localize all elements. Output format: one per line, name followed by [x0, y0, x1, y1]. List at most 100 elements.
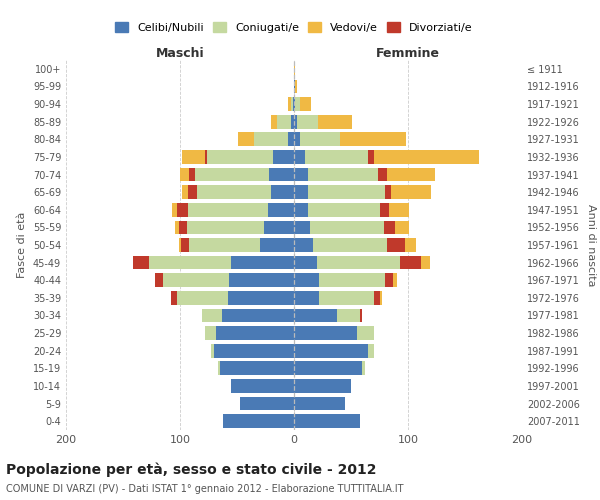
Bar	[313, 238, 388, 252]
Bar	[265, 220, 294, 234]
Bar	[310, 220, 384, 234]
Bar	[195, 168, 269, 181]
Bar	[188, 186, 197, 199]
Bar	[360, 308, 362, 322]
Bar	[260, 238, 294, 252]
Bar	[380, 291, 382, 304]
Bar	[294, 238, 313, 252]
Bar	[294, 150, 305, 164]
Bar	[171, 291, 176, 304]
Bar	[395, 220, 409, 234]
Bar	[220, 362, 294, 375]
Bar	[223, 414, 294, 428]
Bar	[294, 256, 317, 270]
Bar	[290, 97, 293, 111]
Bar	[308, 203, 380, 216]
Bar	[294, 203, 308, 216]
Bar	[294, 414, 360, 428]
Bar	[294, 379, 351, 393]
Bar	[205, 326, 217, 340]
Bar	[294, 220, 310, 234]
Bar	[222, 308, 294, 322]
Bar	[175, 220, 179, 234]
Bar	[218, 362, 220, 375]
Bar	[385, 186, 391, 199]
Bar	[241, 396, 294, 410]
Bar	[180, 168, 189, 181]
Y-axis label: Anni di nascita: Anni di nascita	[586, 204, 596, 286]
Bar	[294, 308, 337, 322]
Bar	[294, 115, 298, 128]
Bar	[229, 274, 294, 287]
Bar	[421, 256, 430, 270]
Bar	[379, 168, 388, 181]
Bar	[163, 274, 229, 287]
Bar	[294, 291, 319, 304]
Bar	[294, 80, 295, 94]
Bar	[189, 238, 260, 252]
Bar	[133, 256, 149, 270]
Bar	[368, 150, 374, 164]
Bar	[400, 256, 421, 270]
Bar	[384, 220, 395, 234]
Bar	[300, 97, 311, 111]
Bar	[268, 203, 294, 216]
Bar	[271, 115, 277, 128]
Bar	[294, 344, 368, 358]
Legend: Celibi/Nubili, Coniugati/e, Vedovi/e, Divorziati/e: Celibi/Nubili, Coniugati/e, Vedovi/e, Di…	[111, 18, 477, 37]
Bar	[380, 203, 389, 216]
Bar	[308, 186, 385, 199]
Bar	[294, 362, 362, 375]
Bar	[319, 274, 385, 287]
Bar	[294, 274, 319, 287]
Bar	[182, 150, 205, 164]
Bar	[188, 203, 268, 216]
Bar	[155, 274, 163, 287]
Bar	[211, 344, 214, 358]
Bar	[404, 238, 416, 252]
Bar	[300, 132, 340, 146]
Bar	[254, 132, 289, 146]
Bar	[385, 274, 393, 287]
Bar	[289, 132, 294, 146]
Bar	[319, 291, 374, 304]
Bar	[337, 308, 360, 322]
Bar	[374, 291, 380, 304]
Bar	[294, 97, 295, 111]
Bar	[294, 326, 356, 340]
Bar	[356, 326, 374, 340]
Bar	[202, 308, 222, 322]
Bar	[393, 274, 397, 287]
Bar	[290, 115, 294, 128]
Bar	[294, 396, 346, 410]
Bar	[277, 115, 290, 128]
Bar	[318, 115, 352, 128]
Bar	[391, 186, 431, 199]
Bar	[232, 379, 294, 393]
Bar	[295, 97, 300, 111]
Bar	[172, 203, 176, 216]
Bar	[388, 238, 404, 252]
Bar	[289, 97, 290, 111]
Bar	[294, 132, 300, 146]
Bar	[214, 344, 294, 358]
Bar	[208, 150, 274, 164]
Bar	[217, 326, 294, 340]
Bar	[340, 132, 406, 146]
Bar	[317, 256, 400, 270]
Bar	[294, 62, 295, 76]
Bar	[149, 256, 232, 270]
Bar	[308, 168, 379, 181]
Bar	[293, 97, 294, 111]
Bar	[295, 80, 298, 94]
Bar	[294, 186, 308, 199]
Text: COMUNE DI VARZI (PV) - Dati ISTAT 1° gennaio 2012 - Elaborazione TUTTITALIA.IT: COMUNE DI VARZI (PV) - Dati ISTAT 1° gen…	[6, 484, 404, 494]
Bar	[179, 220, 187, 234]
Bar	[294, 168, 308, 181]
Text: Popolazione per età, sesso e stato civile - 2012: Popolazione per età, sesso e stato civil…	[6, 462, 377, 477]
Bar	[389, 203, 409, 216]
Bar	[181, 238, 189, 252]
Bar	[187, 220, 265, 234]
Y-axis label: Fasce di età: Fasce di età	[17, 212, 27, 278]
Bar	[238, 132, 254, 146]
